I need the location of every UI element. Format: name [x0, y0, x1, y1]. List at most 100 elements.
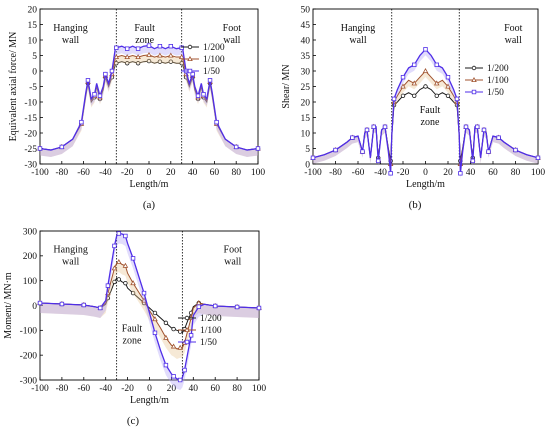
series-point-1-100	[400, 83, 406, 89]
x-tick-label: 60	[210, 168, 220, 178]
series-point-1-50	[371, 124, 376, 129]
series-point-1-200	[168, 59, 173, 64]
series-point-1-200	[146, 58, 152, 64]
y-tick-label: 30	[301, 67, 311, 77]
series-point-1-50	[382, 124, 388, 129]
y-tick-label: 20	[301, 98, 311, 108]
series-point-1-50	[59, 301, 65, 307]
series-band-1-50	[40, 233, 259, 390]
series-point-1-100	[170, 343, 177, 349]
y-tick-label: 50	[301, 5, 311, 15]
legend-marker	[471, 89, 477, 95]
x-tick-label: -100	[31, 168, 49, 178]
x-tick-label: -40	[99, 168, 112, 178]
y-tick-label: -300	[20, 376, 38, 386]
y-tick-label: 10	[301, 129, 311, 139]
series-point-1-50	[360, 149, 365, 154]
y-axis-label: Moment/ MN·m	[3, 272, 14, 339]
series-point-1-50	[179, 45, 184, 50]
series-point-1-200	[400, 93, 406, 98]
legend-label: 1/200	[200, 314, 222, 324]
series-point-1-100	[168, 52, 174, 58]
x-tick-label: -20	[121, 168, 134, 178]
series-point-1-50	[105, 283, 111, 288]
y-tick-label: 100	[23, 277, 38, 287]
x-tick-label: 80	[231, 168, 241, 178]
series-point-1-50	[168, 44, 173, 49]
x-axis-label: Length/m	[130, 179, 169, 190]
y-tick-label: -100	[20, 327, 38, 337]
series-point-1-50	[79, 119, 84, 125]
series-point-1-50	[103, 71, 108, 77]
series-line-1-50	[39, 232, 260, 381]
series-point-1-50	[81, 302, 86, 308]
legend-marker	[471, 76, 477, 82]
x-tick-label: 0	[423, 168, 428, 178]
x-tick-label: 20	[166, 168, 176, 178]
y-tick-label: 35	[301, 52, 311, 62]
series-point-1-50	[188, 333, 194, 338]
x-tick-label: 60	[488, 168, 498, 178]
y-tick-label: -15	[24, 114, 37, 124]
y-tick-label: 15	[301, 114, 311, 124]
series-point-1-50	[59, 144, 64, 150]
series-point-1-50	[201, 92, 206, 97]
series-point-1-50	[445, 75, 451, 80]
series-point-1-50	[513, 147, 518, 153]
series-point-1-100	[411, 80, 418, 86]
series-point-1-50	[114, 45, 119, 50]
series-point-1-50	[475, 124, 480, 129]
series-point-1-50	[171, 374, 176, 379]
series-point-1-50	[463, 124, 469, 129]
series-point-1-100	[157, 52, 163, 58]
series-point-1-50	[157, 44, 163, 49]
series-point-1-50	[37, 300, 43, 306]
series-point-1-50	[196, 304, 201, 309]
series-point-1-50	[207, 78, 213, 83]
x-tick-label: 0	[147, 384, 152, 394]
region-label: zone	[135, 35, 154, 46]
legend-marker	[187, 68, 193, 74]
y-tick-label: 40	[301, 36, 311, 46]
legend-marker	[187, 55, 193, 61]
chart-panel-c: -100 -80 -60 -40 -20 0 20 40 60 80 100-300-200-100…	[3, 227, 266, 427]
region-label: wall	[223, 35, 240, 46]
x-tick-label: 100	[251, 168, 266, 178]
x-axis-label: Length/m	[406, 179, 445, 190]
series-point-1-200	[130, 290, 136, 296]
series-point-1-100	[111, 265, 118, 271]
panel-label: (a)	[143, 199, 156, 211]
series-point-1-50	[333, 147, 338, 153]
series-point-1-200	[116, 277, 122, 282]
region-label: Fault	[134, 23, 155, 34]
y-tick-label: 20	[28, 5, 38, 15]
legend-label: 1/50	[487, 88, 504, 98]
series-point-1-50	[496, 135, 501, 140]
x-tick-label: -20	[121, 384, 134, 394]
series-point-1-50	[109, 68, 115, 74]
series-point-1-200	[124, 61, 130, 66]
series-point-1-50	[112, 243, 117, 249]
series-point-1-50	[141, 290, 147, 296]
series-point-1-50	[412, 62, 417, 67]
region-label: zone	[123, 335, 142, 346]
series-point-1-100	[130, 280, 136, 286]
series-point-1-50	[310, 155, 316, 160]
region-label: wall	[349, 35, 366, 46]
legend-label: 1/200	[203, 43, 225, 53]
series-point-1-50	[481, 127, 487, 133]
legend-label: 1/50	[203, 67, 220, 77]
series-point-1-100	[141, 297, 147, 303]
series-point-1-50	[146, 43, 152, 48]
series-point-1-50	[233, 144, 239, 150]
region-label: wall	[224, 256, 241, 267]
series-point-1-50	[152, 330, 158, 336]
series-point-1-50	[163, 362, 169, 368]
series-point-1-200	[123, 280, 128, 286]
x-tick-label: 0	[147, 168, 152, 178]
region-label: Foot	[224, 244, 243, 255]
x-tick-label: 80	[232, 384, 242, 394]
series-point-1-50	[125, 46, 130, 51]
y-tick-label: 0	[305, 160, 310, 170]
